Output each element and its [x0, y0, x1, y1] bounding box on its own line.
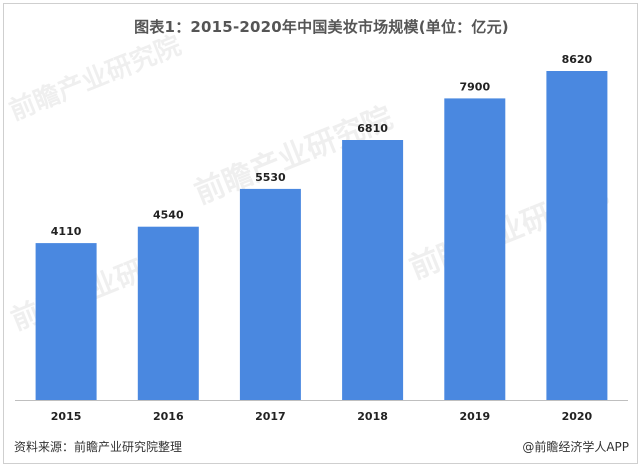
- data-label-2015: 4110: [51, 225, 82, 238]
- data-label-2016: 4540: [153, 209, 184, 222]
- bar-2017: [239, 188, 301, 400]
- data-label-2020: 8620: [562, 53, 593, 66]
- bar-2018: [342, 140, 404, 400]
- x-tick-label-2016: 2016: [153, 410, 184, 423]
- data-label-2017: 5530: [255, 171, 286, 184]
- data-label-2018: 6810: [357, 122, 388, 135]
- bar-2020: [546, 71, 608, 400]
- chart-frame: [3, 3, 638, 464]
- credit-note: @前瞻经济学人APP: [522, 440, 629, 454]
- chart-title: 图表1：2015-2020年中国美妆市场规模(单位：亿元): [134, 18, 509, 36]
- x-tick-label-2018: 2018: [357, 410, 388, 423]
- source-note: 资料来源：前瞻产业研究院整理: [14, 440, 183, 454]
- bar-2016: [137, 226, 199, 400]
- bar-2019: [444, 98, 506, 401]
- x-tick-label-2017: 2017: [255, 410, 286, 423]
- data-label-2019: 7900: [459, 80, 490, 93]
- x-tick-label-2015: 2015: [51, 410, 82, 423]
- x-tick-label-2019: 2019: [459, 410, 490, 423]
- x-tick-label-2020: 2020: [562, 410, 593, 423]
- bar-2015: [35, 243, 97, 400]
